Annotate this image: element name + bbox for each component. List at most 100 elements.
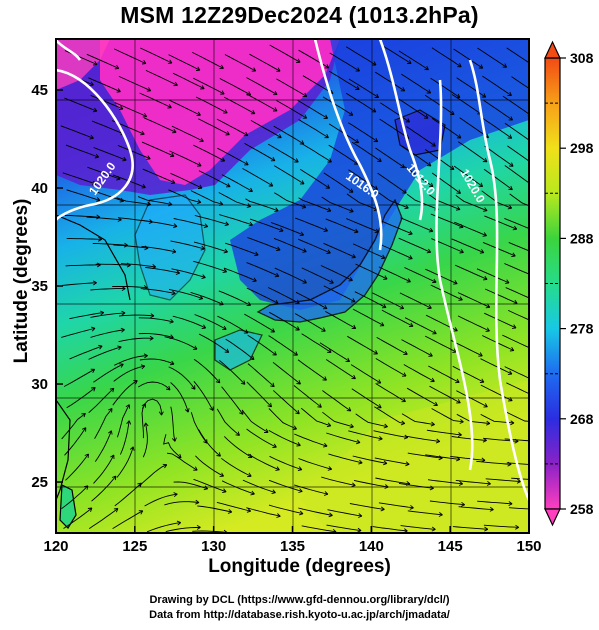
streamline-arrowhead <box>297 466 303 471</box>
streamline <box>64 214 100 218</box>
streamline <box>246 507 281 517</box>
streamline-arrowhead <box>141 60 147 65</box>
streamline <box>114 102 147 118</box>
x-tick-label: 125 <box>122 538 147 555</box>
streamline <box>377 172 407 194</box>
streamline-arrowhead <box>197 184 203 189</box>
streamline <box>216 408 240 436</box>
x-tick-label: 130 <box>201 538 226 555</box>
streamline-arrowhead <box>246 508 252 513</box>
streamline-arrowhead <box>295 299 300 305</box>
streamline-arrowhead <box>402 189 407 194</box>
streamline <box>193 381 214 411</box>
streamline-arrowhead <box>537 93 541 97</box>
streamline-arrowhead <box>146 201 151 207</box>
streamline <box>407 452 443 459</box>
streamline <box>320 265 353 281</box>
streamline-arrowhead <box>323 114 328 119</box>
streamline-arrowhead <box>235 431 240 436</box>
streamline-arrowhead <box>302 248 307 253</box>
streamline <box>452 526 488 530</box>
streamline <box>268 408 297 430</box>
streamline <box>163 434 182 459</box>
streamline-arrowhead <box>129 446 135 451</box>
streamline-arrowhead <box>400 87 406 92</box>
streamline-arrowhead <box>250 490 255 496</box>
streamline <box>216 501 251 512</box>
streamline <box>401 339 433 357</box>
streamline-arrowhead <box>376 379 382 384</box>
streamline <box>506 47 529 64</box>
streamline <box>429 500 465 506</box>
streamline <box>298 238 331 254</box>
streamline-arrowhead <box>252 277 257 283</box>
streamline-arrowhead <box>300 180 305 185</box>
colorbar-tick-label: 288 <box>570 230 594 246</box>
streamline <box>485 288 518 304</box>
streamline-arrowhead <box>254 251 259 257</box>
streamline-arrowhead <box>453 327 458 332</box>
streamline-arrowhead <box>408 322 414 327</box>
streamline-arrowhead <box>95 197 101 202</box>
streamline <box>61 413 86 440</box>
streamline-arrowhead <box>173 81 178 87</box>
streamline <box>455 479 491 485</box>
streamline-arrowhead <box>317 403 322 408</box>
streamline-arrowhead <box>140 130 145 136</box>
streamline <box>297 359 327 381</box>
streamline-arrowhead <box>534 395 538 399</box>
streamline <box>61 282 97 286</box>
streamline <box>216 118 249 136</box>
streamline-arrowhead <box>486 481 491 486</box>
streamline-arrowhead <box>348 276 353 282</box>
streamline-arrowhead <box>272 107 278 112</box>
streamline <box>456 413 490 424</box>
streamline <box>194 314 227 330</box>
streamline <box>274 192 306 208</box>
streamline <box>91 475 117 502</box>
streamline-arrowhead <box>424 65 429 71</box>
streamline <box>114 48 147 65</box>
streamline-arrowhead <box>176 520 181 526</box>
streamline <box>424 94 455 115</box>
streamline <box>268 335 298 356</box>
streamline-arrowhead <box>511 324 517 329</box>
streamline <box>90 288 126 291</box>
colorbar-tick-label: 308 <box>570 50 594 66</box>
streamline <box>138 333 174 339</box>
streamline <box>399 292 432 309</box>
streamline <box>476 460 512 465</box>
streamline <box>118 337 154 343</box>
streamline <box>116 404 130 438</box>
streamline <box>193 478 227 493</box>
streamline-arrowhead <box>87 507 93 512</box>
streamline <box>244 313 275 333</box>
streamline <box>146 522 181 533</box>
streamline-arrowhead <box>92 61 98 66</box>
streamline-arrowhead <box>508 116 514 121</box>
streamline-arrowhead <box>200 85 205 90</box>
streamline <box>351 141 382 162</box>
streamline <box>142 422 148 458</box>
streamline-arrowhead <box>222 488 227 494</box>
streamline <box>270 222 304 236</box>
streamline <box>378 502 414 509</box>
streamline <box>140 47 173 64</box>
streamline-arrowhead <box>423 114 429 119</box>
credit-drawing: Drawing by DCL (https://www.gfd-dennou.o… <box>149 594 450 606</box>
streamline <box>168 99 201 116</box>
streamline <box>378 266 411 283</box>
streamline <box>170 406 176 442</box>
streamline-arrowhead <box>219 472 224 477</box>
streamline <box>113 244 149 249</box>
streamline-arrowhead <box>483 275 488 281</box>
streamline-arrowhead <box>379 322 385 327</box>
streamline <box>66 238 102 240</box>
streamline-arrowhead <box>301 204 307 209</box>
streamline-arrowhead <box>201 324 207 329</box>
streamline <box>319 342 350 362</box>
streamline <box>352 455 387 464</box>
streamline-arrowhead <box>240 380 246 385</box>
streamline <box>453 165 483 187</box>
